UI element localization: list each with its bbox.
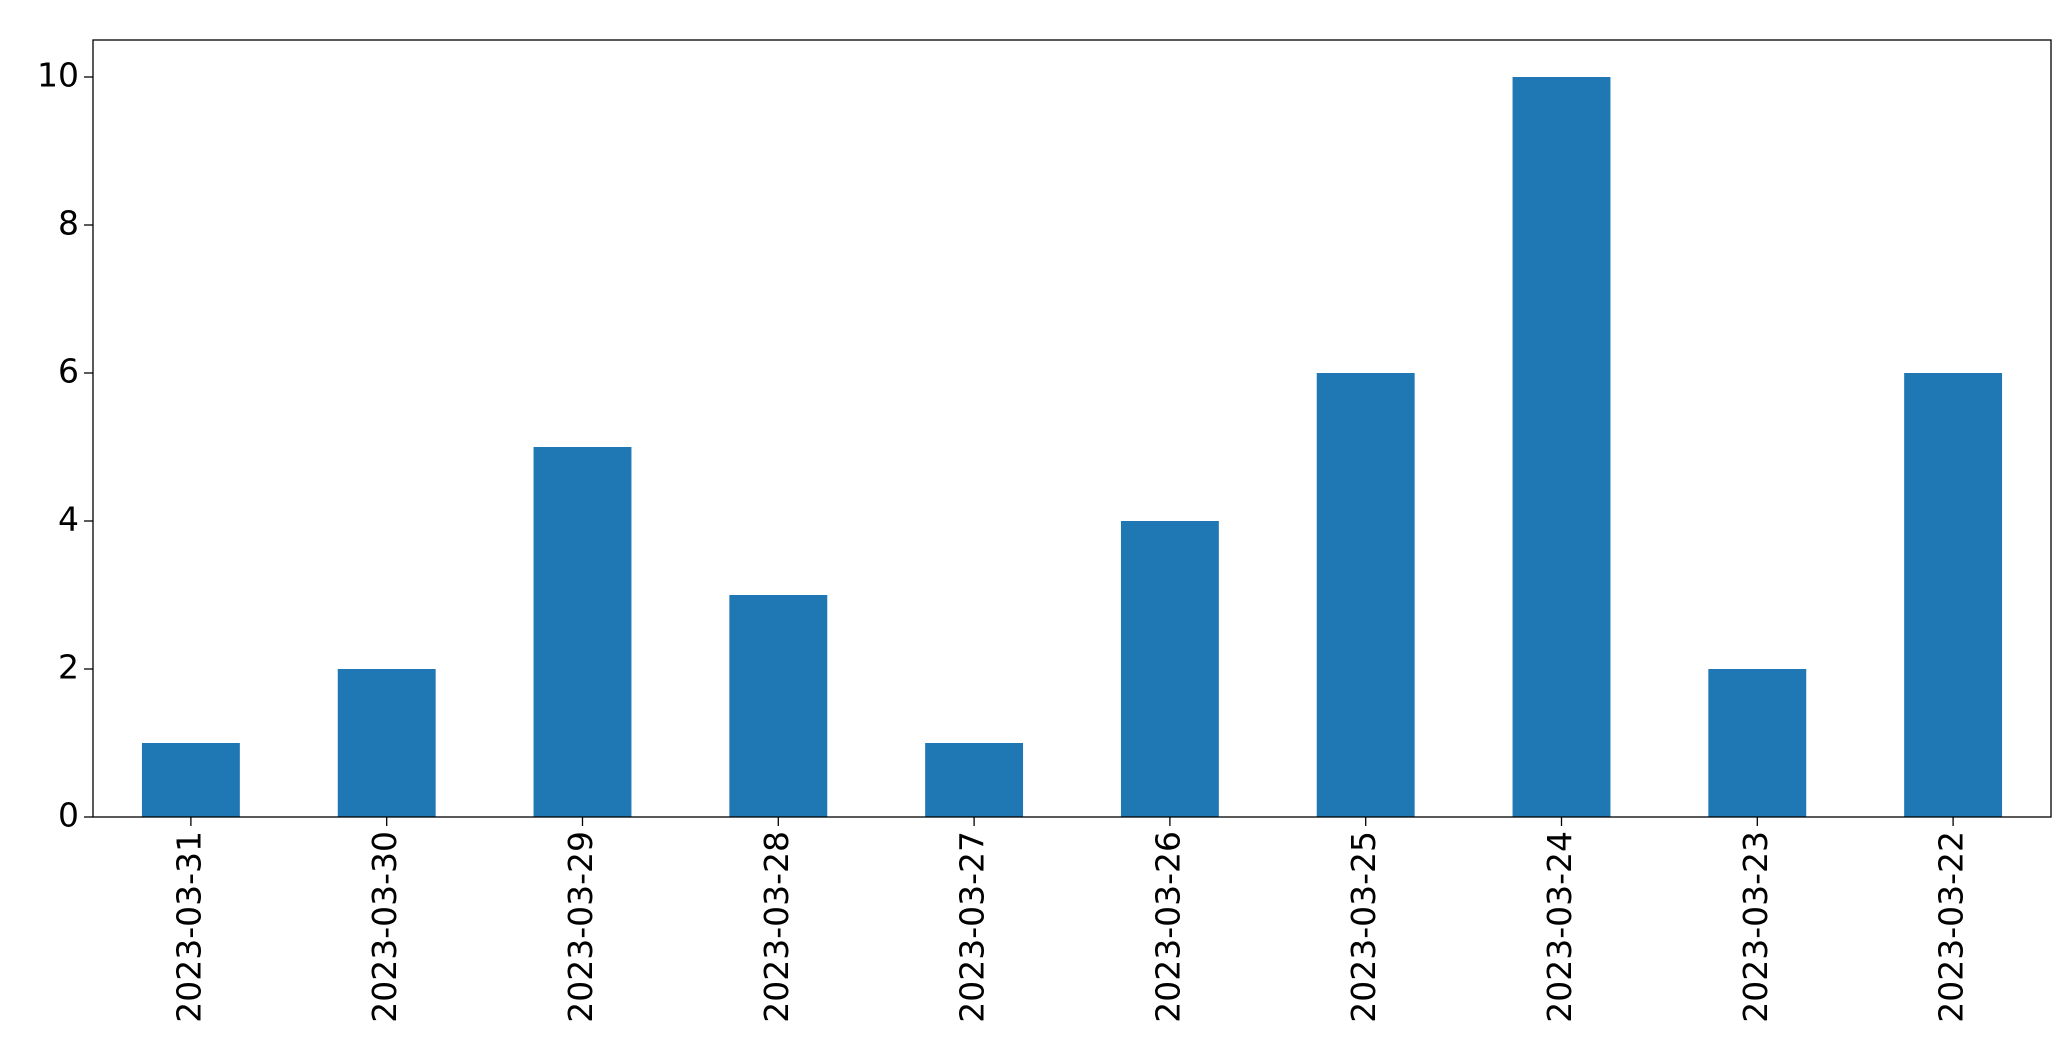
y-tick-label: 4 — [58, 500, 79, 539]
bar — [1316, 373, 1415, 817]
x-tick-label: 2023-03-28 — [757, 831, 796, 1023]
x-tick-label: 2023-03-25 — [1344, 831, 1383, 1023]
bar — [1512, 77, 1611, 817]
bar — [1904, 373, 2003, 817]
y-tick-label: 0 — [58, 796, 79, 835]
y-tick-label: 6 — [58, 352, 79, 391]
bar — [1708, 669, 1807, 817]
y-tick-label: 2 — [58, 648, 79, 687]
bar — [337, 669, 436, 817]
bar — [1120, 521, 1219, 817]
x-tick-label: 2023-03-24 — [1540, 831, 1579, 1023]
x-tick-label: 2023-03-26 — [1148, 831, 1187, 1023]
bar — [533, 447, 632, 817]
bar — [925, 743, 1024, 817]
plot-frame — [92, 39, 2052, 818]
x-tick-label: 2023-03-30 — [365, 831, 404, 1023]
x-tick-label: 2023-03-29 — [561, 831, 600, 1023]
y-tick-label: 10 — [37, 56, 79, 95]
x-tick-label: 2023-03-23 — [1736, 831, 1775, 1023]
x-tick-label: 2023-03-27 — [953, 831, 992, 1023]
x-tick-label: 2023-03-31 — [169, 831, 208, 1023]
bar — [141, 743, 240, 817]
y-tick-label: 8 — [58, 204, 79, 243]
bar — [729, 595, 828, 817]
x-tick-label: 2023-03-22 — [1932, 831, 1971, 1023]
